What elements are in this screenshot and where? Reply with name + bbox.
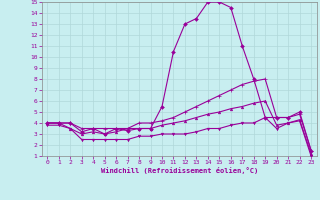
X-axis label: Windchill (Refroidissement éolien,°C): Windchill (Refroidissement éolien,°C) [100, 167, 258, 174]
